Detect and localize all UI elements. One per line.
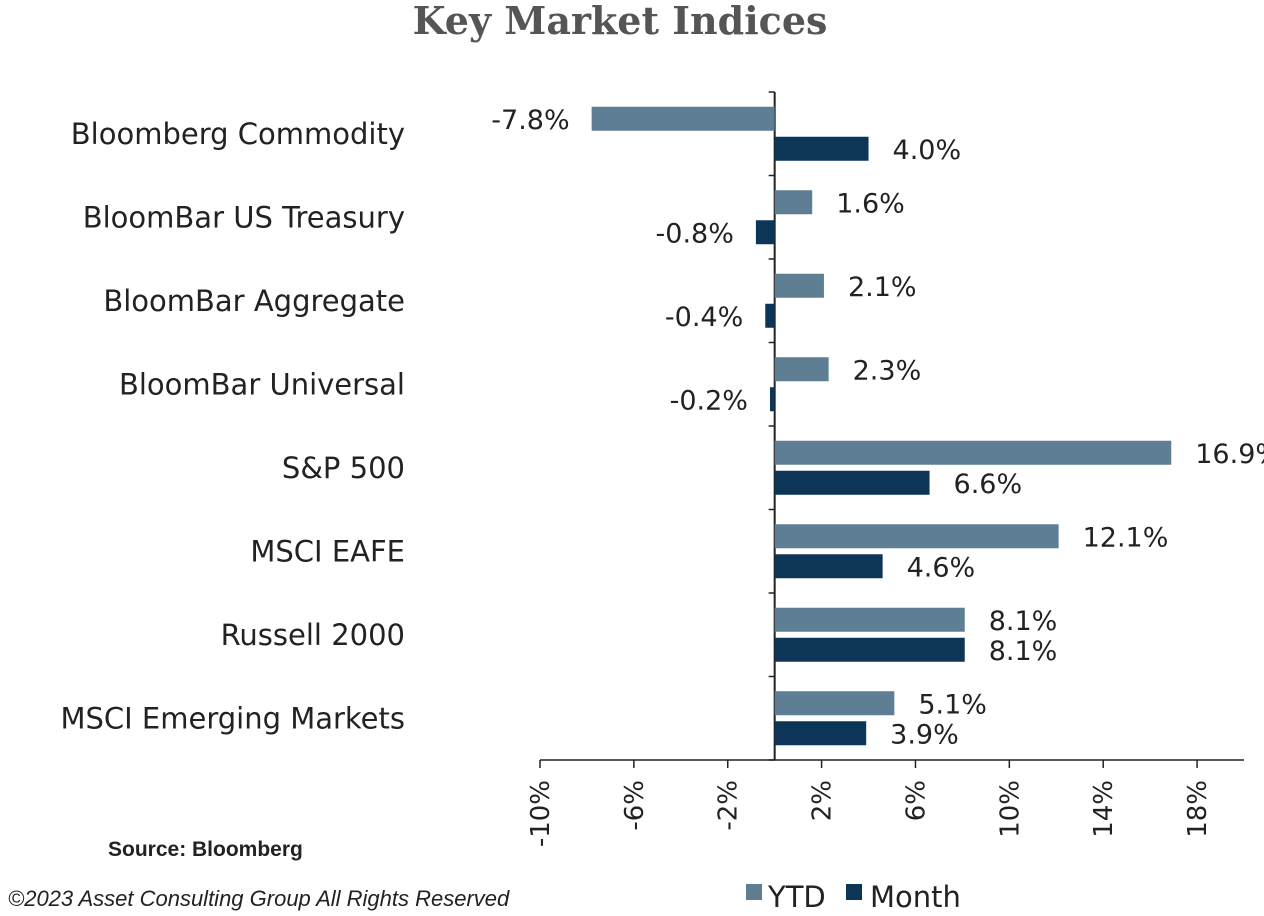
legend-label-month: Month [870,880,961,914]
copyright-text: ©2023 Asset Consulting Group All Rights … [8,886,510,911]
data-label: -0.4% [665,302,743,333]
x-tick-label: 10% [995,780,1025,838]
data-label: -0.2% [670,385,748,416]
category-label: BloomBar Aggregate [103,284,405,318]
bar-month [774,721,867,746]
data-label: 1.6% [836,188,905,219]
bar-month [774,637,965,662]
bar-month [774,554,883,579]
legend: YTD Month [746,880,961,914]
category-label: BloomBar Universal [119,367,405,401]
x-tick-label: 18% [1183,780,1213,838]
source-note: Source: Bloomberg [108,838,303,861]
category-label: S&P 500 [282,451,405,485]
legend-label-ytd: YTD [767,880,826,914]
category-label: BloomBar US Treasury [83,200,405,234]
legend-swatch-ytd [746,884,762,900]
bar-ytd [774,440,1172,465]
plot-area: -10% -6% -2% 2% 6% 10% 14% 18% Bloomberg Commodi… [60,91,1264,847]
x-tick-label: -2% [714,780,744,831]
data-label: 4.0% [893,135,962,166]
bar-ytd [774,607,965,632]
bar-ytd [774,190,813,215]
x-tick-label: -10% [526,780,556,847]
bar-month [769,387,775,412]
data-label: 2.3% [853,355,922,386]
bar-ytd [774,524,1059,549]
x-tick-label: 14% [1089,780,1119,838]
bar-month [765,303,775,328]
category-label: Bloomberg Commodity [71,117,405,151]
data-label: 12.1% [1083,522,1169,553]
category-label: Russell 2000 [221,618,405,652]
bar-ytd [774,691,895,716]
legend-swatch-month [846,884,862,900]
bar-ytd [774,273,824,298]
bar-month [774,470,930,495]
data-label: 2.1% [848,272,917,303]
bar-ytd [774,357,829,382]
category-label: MSCI Emerging Markets [60,701,405,735]
data-label: 6.6% [954,469,1023,500]
x-tick-label: 6% [901,780,931,821]
x-tick-label: -6% [620,780,650,831]
data-label: -7.8% [491,105,569,136]
data-label: -0.8% [656,218,734,249]
data-label: 8.1% [989,606,1058,637]
bar-ytd [591,106,775,131]
data-label: 4.6% [907,552,976,583]
category-label: MSCI EAFE [250,534,405,568]
bar-month [755,220,775,245]
data-label: 16.9% [1195,439,1264,470]
data-label: 8.1% [989,636,1058,667]
chart-title: Key Market Indices [413,0,828,43]
bar-month [774,136,869,161]
data-label: 3.9% [890,719,959,750]
data-label: 5.1% [918,689,987,720]
x-tick-label: 2% [808,780,838,821]
